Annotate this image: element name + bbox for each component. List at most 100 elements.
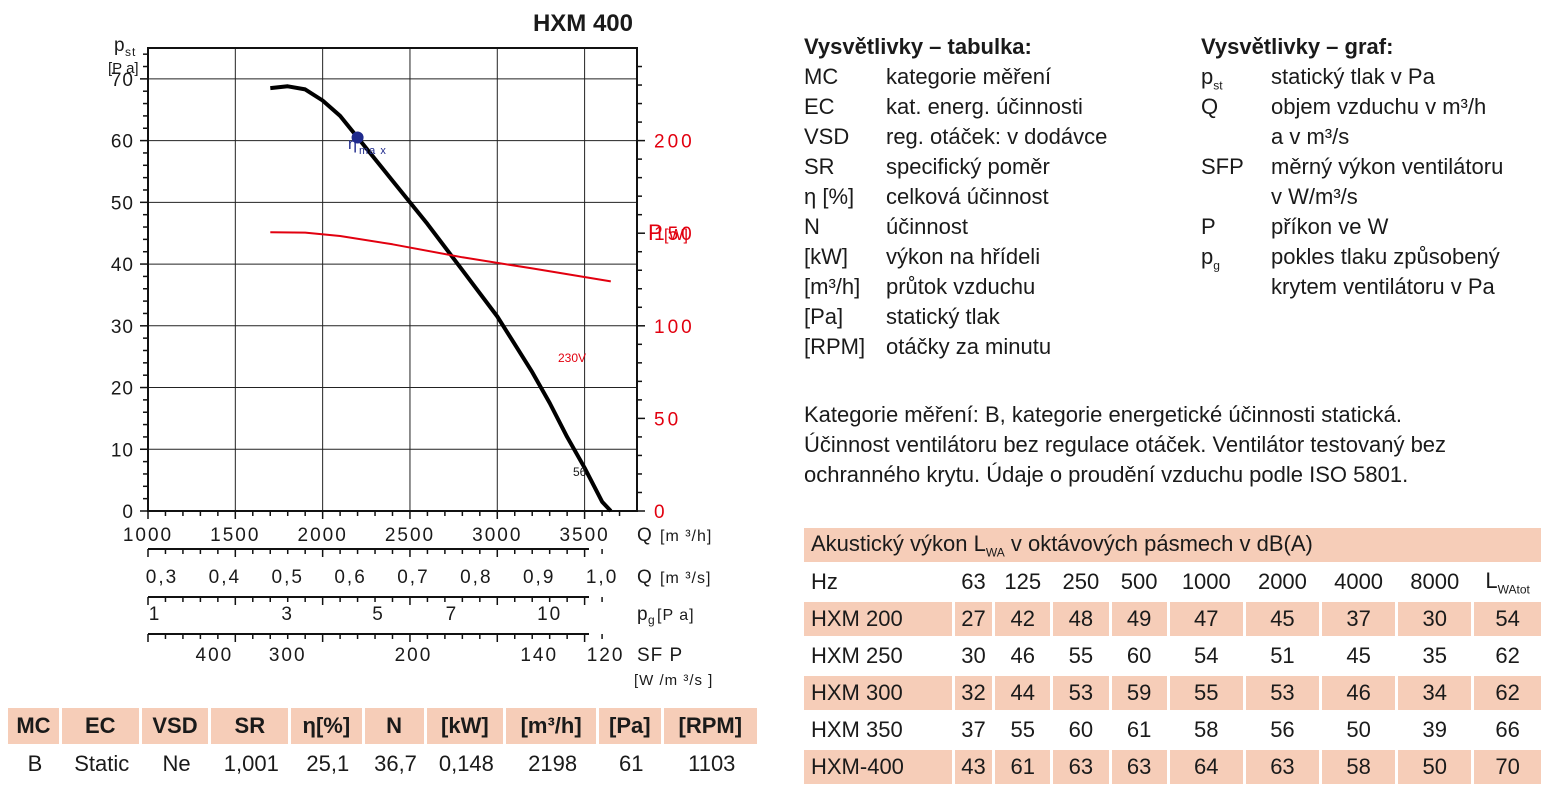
- aux-pg-unit: [P a]: [657, 607, 695, 624]
- legend-table-item: VSD reg. otáček: v dodávce: [804, 124, 1164, 154]
- acoustic-value-cell: 53: [1245, 676, 1322, 713]
- legend-key: VSD: [804, 124, 850, 149]
- acoustic-value-cell: 54: [1474, 602, 1544, 639]
- legend-table-item: SR specifický poměr: [804, 154, 1164, 184]
- acoustic-header-cell: LWAtot: [1474, 565, 1544, 602]
- x-axis-unit: [m ³/h]: [660, 528, 712, 545]
- x-tick-label: 1000: [123, 525, 173, 546]
- series-line-56: [270, 84, 613, 513]
- acoustic-table-header: Hz 63 125 250 500 1000 2000 4000 8000 LWAtot: [804, 565, 1544, 602]
- y-axis-label-sub: st: [125, 45, 136, 59]
- chart-grid: [148, 48, 637, 511]
- spec-header-cell: EC: [61, 708, 142, 744]
- aux-scale-tick-label: 140: [520, 645, 558, 666]
- aux-scale-tick-label: 0,6: [334, 567, 366, 588]
- aux-scale-tick-label: 1: [149, 604, 162, 625]
- acoustic-value-cell: 50: [1398, 750, 1475, 787]
- aux-scale-tick-label: 120: [587, 645, 625, 666]
- acoustic-value-cell: 61: [1111, 713, 1170, 750]
- spec-value-cell: 1,001: [223, 751, 279, 776]
- x-axis-label: Q: [637, 525, 653, 546]
- note-line: ochranného krytu. Údaje o proudění vzduc…: [804, 462, 1409, 487]
- legend-table-title: Vysvětlivky – tabulka:: [804, 34, 1032, 59]
- spec-header-cell: MC: [8, 708, 62, 744]
- spec-header-cell: N: [364, 708, 427, 744]
- chart-axis-labels: p st[P a] P [W]: [108, 35, 688, 245]
- y2-tick-label: 150: [654, 224, 695, 245]
- y-tick-label: 0: [122, 502, 134, 523]
- y2-tick-label: 200: [654, 132, 695, 153]
- acoustic-value-cell: 49: [1111, 602, 1170, 639]
- model-cell: HXM 300: [804, 676, 955, 713]
- acoustic-value-cell: 47: [1169, 602, 1246, 639]
- y2-axis-label: P: [648, 220, 663, 245]
- legend-value: kat. energ. účinnosti: [886, 94, 1083, 119]
- acoustic-value-cell: 32: [954, 676, 996, 713]
- acoustic-header-cell: 500: [1111, 565, 1170, 602]
- legend-graph-title: Vysvětlivky – graf:: [1201, 34, 1394, 59]
- spec-header-cell: [RPM]: [663, 708, 760, 744]
- spec-header-cell: [kW]: [426, 708, 507, 744]
- acoustic-value-cell: 30: [954, 639, 996, 676]
- legend-key: η [%]: [804, 184, 855, 209]
- aux-sfp-label: SF P: [637, 645, 683, 666]
- chart-title: HXM 400: [533, 10, 633, 37]
- plot-frame: [147, 47, 638, 512]
- acoustic-table-row: HXM 350 37 55 60 61 58 56 50 39 66: [804, 713, 1544, 750]
- series-label-56: 56: [573, 465, 587, 479]
- acoustic-value-cell: 43: [954, 750, 996, 787]
- acoustic-value-cell: 35: [1398, 639, 1475, 676]
- acoustic-value-cell: 30: [1398, 602, 1475, 639]
- measurement-note: Kategorie měření: B, kategorie energetic…: [804, 400, 1544, 490]
- legend-key: Q: [1201, 94, 1219, 119]
- acoustic-table-row: HXM 250 30 46 55 60 54 51 45 35 62: [804, 639, 1544, 676]
- spec-value-cell: Ne: [162, 751, 191, 776]
- legend-key: EC: [804, 94, 835, 119]
- acoustic-value-cell: 54: [1169, 639, 1246, 676]
- acoustic-table-row: HXM 200 27 42 48 49 47 45 37 30 54: [804, 602, 1544, 639]
- acoustic-value-cell: 53: [1053, 676, 1112, 713]
- legend-key: pg: [1201, 244, 1220, 273]
- legend-value: specifický poměr: [886, 154, 1050, 179]
- y-tick-label: 60: [111, 132, 134, 153]
- spec-value-cell: B: [27, 751, 43, 776]
- legend-value: statický tlak: [886, 304, 1000, 329]
- legend-table-item: [m³/h] průtok vzduchu: [804, 274, 1164, 304]
- acoustic-header-cell: 4000: [1322, 565, 1399, 602]
- aux-scale-tick-label: 7: [446, 604, 459, 625]
- aux-scale-tick-label: 0,3: [146, 567, 178, 588]
- right-axis-ticks: 0 50 100 150 200: [637, 65, 695, 523]
- legend-key: N: [804, 214, 820, 239]
- legend-graph-item: pst statický tlak v Pa: [1201, 64, 1551, 94]
- spec-table-row: B Static Ne 1,001 25,1 36,7 0,148 2198 61 1103: [8, 744, 760, 784]
- legend-graph-item: pg pokles tlaku způsobený krytem ventiláto…: [1201, 244, 1551, 304]
- legend-table-item: [Pa] statický tlak: [804, 304, 1164, 334]
- model-cell: HXM 350: [804, 713, 955, 750]
- acoustic-value-cell: 63: [1111, 750, 1170, 787]
- aux-scale-tick-label: 200: [395, 645, 433, 666]
- acoustic-value-cell: 62: [1474, 676, 1544, 713]
- spec-value-cell: 36,7: [374, 751, 417, 776]
- spec-value-cell: 61: [619, 751, 644, 776]
- legend-value: účinnost: [886, 214, 968, 239]
- acoustic-header-cell: 125: [995, 565, 1054, 602]
- acoustic-value-cell: 55: [1169, 676, 1246, 713]
- legend-value: reg. otáček: v dodávce: [886, 124, 1108, 149]
- acoustic-value-cell: 66: [1474, 713, 1544, 750]
- model-cell: HXM 200: [804, 602, 955, 639]
- spec-value-cell: 25,1: [306, 751, 350, 776]
- legend-value: příkon ve W: [1271, 214, 1389, 239]
- spec-header-cell: [Pa]: [599, 708, 664, 744]
- legend-value: a v m³/s: [1271, 124, 1350, 149]
- aux-scale-tick-label: 0,5: [272, 567, 304, 588]
- acoustic-header-cell: 63: [954, 565, 996, 602]
- aux-scale-tick-label: 5: [372, 604, 385, 625]
- spec-table-header: MC EC VSD SR η[%] N [kW] [m³/h] [Pa] [RPM]: [8, 708, 760, 744]
- acoustic-value-cell: 63: [1053, 750, 1112, 787]
- acoustic-header-cell: 250: [1053, 565, 1112, 602]
- spec-table: MC EC VSD SR η[%] N [kW] [m³/h] [Pa] [RPM] B Stati…: [8, 708, 760, 784]
- aux-scale-tick-label: 0,7: [397, 567, 429, 588]
- spec-header-cell: η[%]: [291, 708, 365, 744]
